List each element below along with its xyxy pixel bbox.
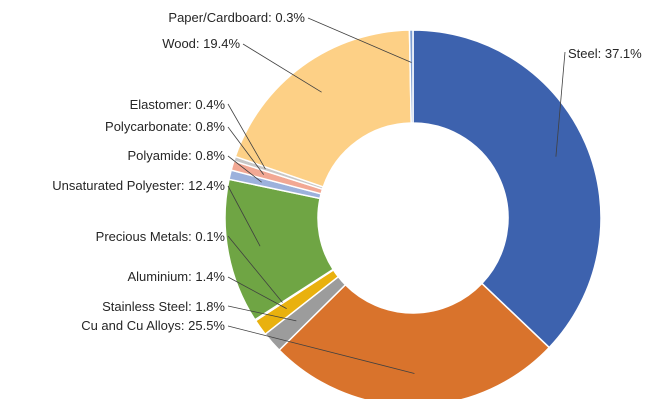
leader-steel (555, 51, 566, 157)
label-cu-and-cu-alloys: Cu and Cu Alloys: 25.5% (81, 318, 225, 333)
leader-precious-metals (227, 235, 283, 303)
slice-steel (412, 29, 602, 349)
label-elastomer: Elastomer: 0.4% (130, 97, 226, 112)
leader-lines (227, 17, 566, 374)
label-precious-metals: Precious Metals: 0.1% (96, 229, 226, 244)
leader-cu-and-cu-alloys (227, 325, 415, 374)
label-paper-cardboard: Paper/Cardboard: 0.3% (168, 10, 305, 25)
label-wood: Wood: 19.4% (162, 36, 240, 51)
label-stainless-steel: Stainless Steel: 1.8% (102, 299, 225, 314)
label-aluminium: Aluminium: 1.4% (127, 269, 225, 284)
leader-paper-cardboard (307, 17, 412, 63)
leader-polycarbonate (227, 126, 264, 175)
donut-slices (224, 29, 602, 399)
label-polycarbonate: Polycarbonate: 0.8% (105, 119, 225, 134)
slice-labels: Steel: 37.1% Cu and Cu Alloys: 25.5% Sta… (52, 10, 642, 333)
leader-elastomer (227, 103, 266, 170)
label-steel: Steel: 37.1% (568, 46, 642, 61)
leader-polyamide (227, 155, 262, 183)
leader-stainless-steel (227, 305, 297, 322)
leader-aluminium (227, 276, 287, 309)
slice-paper-cardboard (408, 29, 414, 124)
label-polyamide: Polyamide: 0.8% (127, 148, 225, 163)
leader-unsaturated-polyester (227, 185, 261, 247)
label-unsaturated-polyester: Unsaturated Polyester: 12.4% (52, 178, 225, 193)
leader-wood (242, 43, 322, 93)
slice-wood (234, 29, 412, 188)
slice-cu-and-cu-alloys (278, 282, 551, 399)
